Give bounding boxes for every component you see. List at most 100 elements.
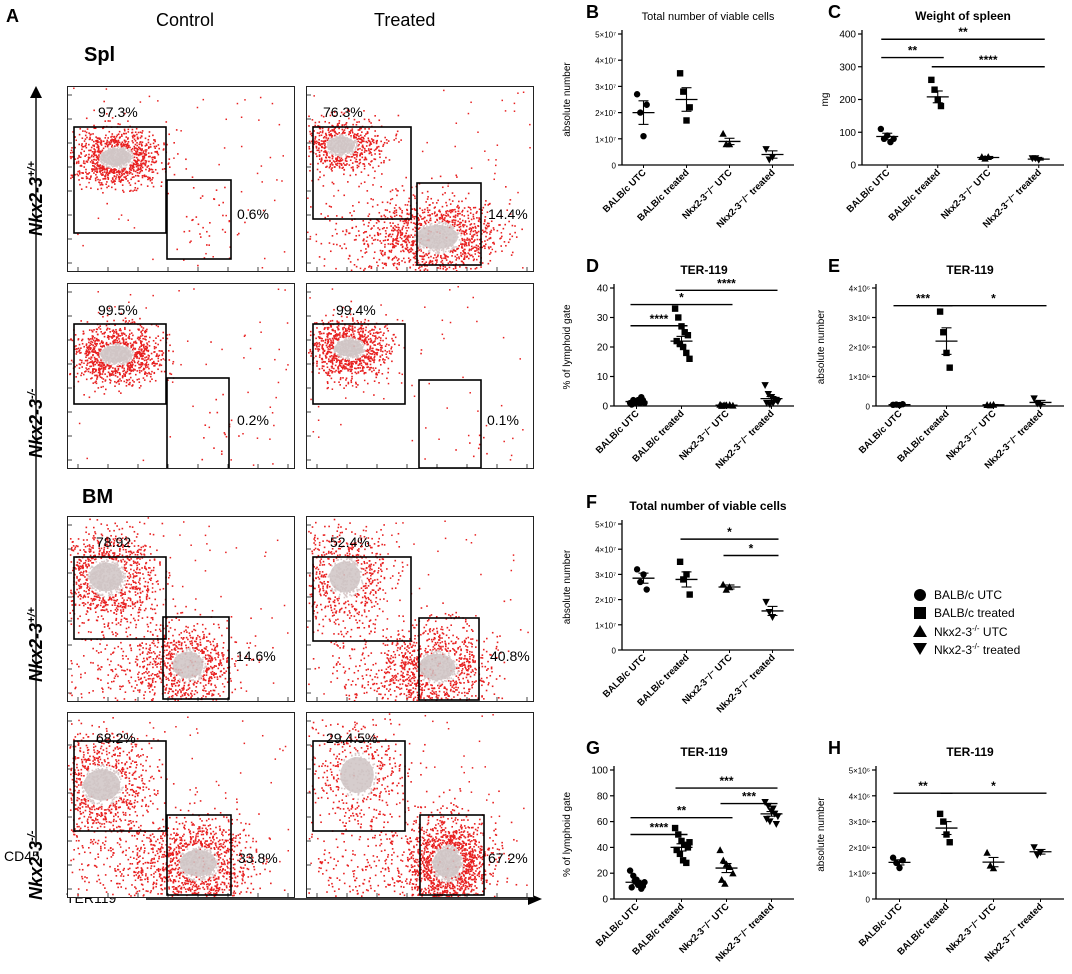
gate-top-label: 76.3% — [323, 104, 363, 120]
y-tick-label: 4×10⁶ — [849, 792, 870, 801]
gate-top-label: 52.4% — [330, 534, 370, 550]
density-core — [416, 225, 458, 249]
x-tick-label: Nkx2-3⁻/⁻ UTC — [939, 167, 994, 222]
significance-label: * — [991, 779, 996, 793]
data-point — [937, 308, 943, 314]
chart-title: TER-119 — [946, 263, 994, 277]
legend-item: BALB/c treated — [912, 604, 1020, 622]
density-core — [340, 757, 374, 793]
density-core — [89, 563, 123, 592]
y-axis-label: absolute number — [562, 62, 573, 137]
data-point — [931, 86, 937, 92]
y-tick-label: 400 — [839, 30, 856, 41]
data-point — [638, 885, 644, 891]
data-point — [687, 104, 693, 110]
series-triangle-down — [762, 599, 776, 621]
chart-title: Total number of viable cells — [642, 11, 775, 23]
y-tick-label: 1×10⁶ — [849, 870, 870, 879]
y-axis-label: mg — [820, 93, 831, 107]
density-core — [101, 149, 132, 166]
y-tick-label: 0 — [866, 403, 871, 412]
triangle-marker-icon — [912, 624, 928, 638]
data-point — [683, 860, 689, 866]
x-tick-label: BALB/c treated — [887, 167, 943, 223]
x-tick-label: BALB/c UTC — [594, 901, 642, 949]
density-core — [433, 849, 461, 878]
gate-bottom-label: 33.8% — [238, 850, 278, 866]
significance-label: * — [749, 542, 754, 556]
y-tick-label: 0 — [612, 162, 617, 171]
y-tick-label: 5×10⁷ — [595, 521, 616, 530]
y-tick-label: 100 — [839, 128, 856, 139]
data-point — [638, 394, 644, 400]
section-label-spl: Spl — [84, 44, 115, 67]
x-tick-label: BALB/c UTC — [601, 652, 649, 700]
legend-item: Nkx2-3-/- UTC — [912, 622, 1020, 640]
gate-bottom-label: 14.6% — [236, 648, 276, 664]
data-point — [677, 70, 683, 76]
series-triangle — [983, 849, 997, 871]
significance-label: ** — [677, 804, 687, 818]
data-point — [675, 314, 681, 320]
data-point — [644, 102, 650, 108]
y-tick-label: 4×10⁷ — [595, 546, 616, 555]
gate-bottom-label: 14.4% — [488, 206, 528, 222]
x-tick-label: BALB/c UTC — [594, 408, 642, 456]
series-circle — [634, 91, 650, 139]
panel-letter: B — [586, 2, 599, 22]
panel-letter: E — [828, 256, 840, 276]
y-axis-arrow — [30, 86, 42, 846]
y-tick-label: 3×10⁶ — [849, 818, 870, 827]
gate-top-label: 99.4% — [336, 302, 376, 318]
series-triangle-down — [761, 382, 781, 408]
y-tick-label: 10 — [597, 372, 609, 383]
gate-bottom-label: 0.1% — [487, 412, 519, 428]
data-point — [766, 818, 773, 825]
chart-title: TER-119 — [680, 745, 728, 759]
series-square — [672, 305, 693, 362]
density-core — [180, 850, 216, 876]
series-square — [672, 825, 693, 866]
data-point — [637, 579, 643, 585]
x-tick-label: BALB/c UTC — [845, 167, 893, 215]
x-tick-label: BALB/c UTC — [857, 408, 905, 456]
data-point — [677, 851, 683, 857]
significance-label: * — [679, 291, 684, 305]
y-tick-label: 4×10⁷ — [595, 57, 616, 66]
y-tick-label: 300 — [839, 62, 856, 73]
data-point — [762, 146, 769, 153]
significance-label: ** — [958, 25, 968, 39]
gate-bottom-label: 0.2% — [237, 412, 269, 428]
data-point — [680, 344, 686, 350]
series-square — [677, 70, 693, 124]
significance-label: **** — [650, 312, 669, 326]
data-point — [1030, 844, 1037, 851]
y-tick-label: 2×10⁶ — [849, 844, 870, 853]
y-axis-label: CD45 — [4, 848, 40, 864]
significance-label: ** — [908, 44, 918, 58]
data-point — [878, 126, 884, 132]
y-tick-label: 0 — [850, 161, 856, 172]
data-point — [686, 839, 692, 845]
triangle-down-marker-icon — [912, 642, 928, 656]
chart-title: Weight of spleen — [915, 9, 1011, 23]
data-point — [896, 865, 902, 871]
data-point — [719, 130, 726, 137]
series-square — [937, 308, 953, 370]
density-core — [335, 340, 363, 357]
density-core — [327, 137, 355, 154]
data-point — [634, 566, 640, 572]
data-point — [672, 305, 678, 311]
y-tick-label: 60 — [597, 817, 609, 828]
gate-bottom-label: 67.2% — [488, 850, 528, 866]
y-tick-label: 2×10⁷ — [595, 596, 616, 605]
data-point — [761, 382, 768, 389]
y-tick-label: 20 — [597, 869, 609, 880]
significance-label: * — [727, 525, 732, 539]
data-point — [947, 364, 953, 370]
panel-letter: G — [586, 738, 600, 758]
data-point — [716, 846, 723, 853]
